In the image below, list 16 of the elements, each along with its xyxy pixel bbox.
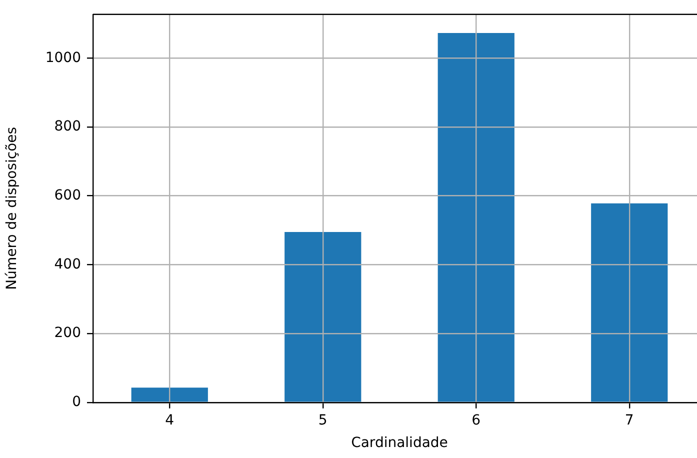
y-tick-label: 600 <box>54 187 81 204</box>
y-tick-label: 800 <box>54 118 81 135</box>
x-tick-label: 6 <box>472 412 481 428</box>
x-tick-label: 5 <box>318 412 328 428</box>
x-tick-label: 4 <box>165 412 174 428</box>
y-axis-title: Número de disposições <box>4 126 20 290</box>
bar <box>284 232 362 402</box>
y-tick-label: 1000 <box>45 50 81 66</box>
x-tick-label: 7 <box>624 412 634 428</box>
y-tick-label: 0 <box>72 394 81 410</box>
bar <box>438 32 514 402</box>
bar <box>591 203 668 402</box>
bar <box>131 388 208 402</box>
y-tick-label: 400 <box>54 256 81 272</box>
x-axis-title: Cardinalidade <box>351 435 448 452</box>
y-tick-label: 200 <box>54 325 81 342</box>
